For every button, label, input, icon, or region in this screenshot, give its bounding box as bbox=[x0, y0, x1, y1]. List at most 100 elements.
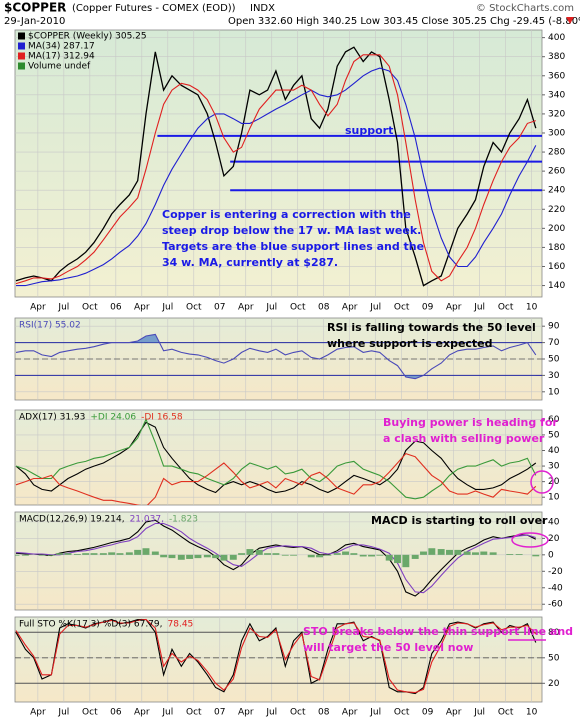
legend-label: 21.037, bbox=[130, 515, 164, 525]
x-tick-label: Jul bbox=[161, 708, 173, 718]
annotation: 34 w. MA, currently at $287. bbox=[162, 256, 338, 269]
histogram-bar bbox=[411, 554, 419, 559]
legend-label: RSI(17) 55.02 bbox=[19, 321, 81, 331]
legend-label: Volume undef bbox=[28, 62, 91, 72]
y-tick-label: 40 bbox=[548, 446, 560, 456]
y-tick-label: 70 bbox=[548, 338, 560, 348]
x-tick-label: Jul bbox=[265, 708, 277, 718]
x-tick-label: Apr bbox=[30, 303, 46, 313]
histogram-bar bbox=[73, 554, 81, 555]
panel-plot bbox=[15, 512, 542, 610]
date: 29-Jan-2010 bbox=[4, 16, 65, 27]
legend-label: MA(34) 287.17 bbox=[28, 42, 95, 52]
y-tick-label: 260 bbox=[548, 167, 565, 177]
quote: Open 332.60 High 340.25 Low 303.45 Close… bbox=[228, 16, 580, 27]
histogram-bar bbox=[281, 554, 289, 556]
y-tick-label: 360 bbox=[548, 71, 565, 81]
annotation: steep drop below the 17 w. MA last week. bbox=[162, 224, 421, 237]
histogram-bar bbox=[116, 553, 124, 555]
histogram-bar bbox=[151, 551, 159, 555]
x-tick-label: Oct bbox=[82, 303, 98, 313]
histogram-bar bbox=[194, 554, 202, 559]
annotation: MACD is starting to roll over bbox=[371, 514, 548, 527]
copyright: © StockCharts.com bbox=[476, 3, 574, 14]
histogram-bar bbox=[64, 553, 72, 555]
series-line bbox=[15, 618, 537, 694]
x-tick-label: 08 bbox=[318, 708, 330, 718]
description: (Copper Futures - COMEX (EOD)) bbox=[72, 3, 236, 14]
legend-label: -DI 16.58 bbox=[141, 413, 183, 423]
panel-plot bbox=[15, 410, 542, 505]
x-tick-label: Oct bbox=[498, 303, 514, 313]
histogram-bar bbox=[472, 552, 479, 555]
y-tick-label: 380 bbox=[548, 52, 565, 62]
x-tick-label: Apr bbox=[30, 708, 46, 718]
y-tick-label: 50 bbox=[548, 653, 560, 663]
histogram-bar bbox=[47, 554, 55, 556]
y-tick-label: 20 bbox=[548, 534, 560, 544]
x-tick-label: Jul bbox=[369, 708, 381, 718]
histogram-bar bbox=[324, 554, 332, 556]
histogram-bar bbox=[246, 549, 254, 555]
histogram-bar bbox=[402, 554, 410, 568]
panel-plot bbox=[15, 318, 542, 400]
histogram-bar bbox=[342, 551, 350, 555]
x-tick-label: Apr bbox=[342, 303, 358, 313]
panel-plot bbox=[15, 30, 542, 297]
histogram-bar bbox=[142, 548, 150, 555]
x-tick-label: 10 bbox=[526, 708, 538, 718]
x-tick-label: 07 bbox=[214, 708, 225, 718]
x-tick-label: Apr bbox=[238, 303, 254, 313]
legend-label: $COPPER (Weekly) 305.25 bbox=[28, 32, 147, 42]
legend-label: Full STO %K(17,3) %D(3) 67.79, bbox=[19, 620, 163, 630]
y-tick-label: 180 bbox=[548, 243, 565, 253]
x-tick-label: 06 bbox=[110, 303, 122, 313]
x-tick-label: Oct bbox=[394, 303, 410, 313]
annotation: a clash with selling power bbox=[383, 432, 545, 445]
y-tick-label: 40 bbox=[548, 517, 560, 527]
y-tick-label: 160 bbox=[548, 262, 565, 272]
y-tick-label: 20 bbox=[548, 679, 560, 689]
panel-background bbox=[14, 616, 543, 703]
series-line bbox=[15, 54, 536, 285]
panel-background bbox=[14, 409, 543, 506]
series-line bbox=[16, 67, 537, 287]
histogram-bar bbox=[15, 554, 20, 556]
x-tick-label: Jul bbox=[57, 303, 69, 313]
x-tick-label: Apr bbox=[134, 303, 150, 313]
histogram-bar bbox=[532, 554, 540, 557]
histogram-bar bbox=[385, 554, 393, 561]
legend-label: +DI 24.06 bbox=[90, 413, 136, 423]
legend-label: 78.45 bbox=[168, 620, 194, 630]
legend-swatch bbox=[18, 32, 25, 40]
legend-swatch bbox=[18, 62, 25, 70]
histogram-bar bbox=[316, 554, 324, 558]
y-tick-label: 20 bbox=[548, 477, 560, 487]
y-tick-label: 50 bbox=[548, 430, 560, 440]
series-line bbox=[15, 522, 536, 594]
histogram-bar bbox=[108, 552, 116, 555]
y-tick-label: 140 bbox=[548, 281, 565, 291]
legend-label: -1.823 bbox=[169, 515, 198, 525]
histogram-bar bbox=[56, 553, 64, 555]
x-tick-label: Oct bbox=[186, 303, 202, 313]
highlight-circle bbox=[530, 470, 554, 494]
x-tick-label: Oct bbox=[498, 708, 514, 718]
x-tick-label: Jul bbox=[473, 303, 485, 313]
histogram-bar bbox=[90, 553, 98, 555]
legend-swatch bbox=[18, 52, 25, 60]
annotation: STO breaks below the thin support line a… bbox=[303, 625, 573, 638]
series-line bbox=[15, 46, 537, 287]
x-tick-label: Apr bbox=[134, 708, 150, 718]
series-line bbox=[15, 519, 537, 597]
histogram-bar bbox=[420, 551, 427, 555]
histogram-bar bbox=[368, 554, 375, 557]
histogram-bar bbox=[376, 554, 384, 556]
series-line bbox=[15, 333, 537, 380]
x-tick-label: Apr bbox=[238, 708, 254, 718]
x-tick-label: 10 bbox=[526, 303, 538, 313]
x-tick-label: Oct bbox=[394, 708, 410, 718]
annotation: Buying power is heading for bbox=[383, 416, 558, 429]
histogram-bar bbox=[307, 554, 315, 558]
